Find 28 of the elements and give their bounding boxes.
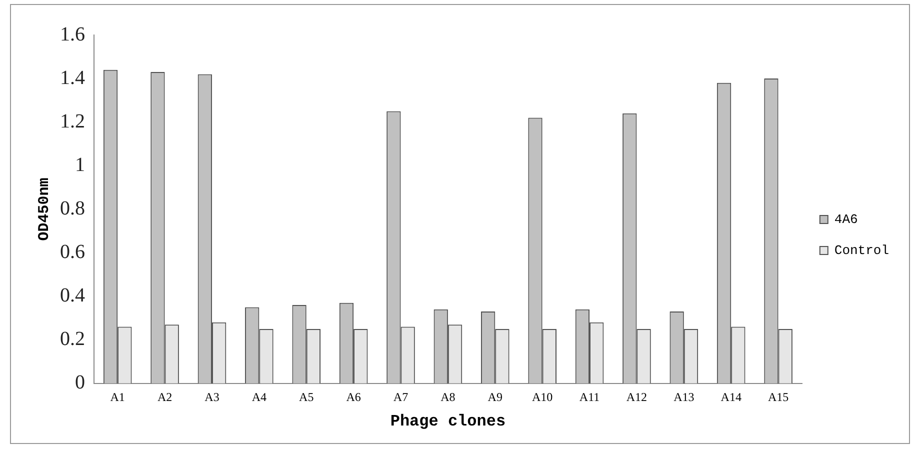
x-tick-label: A15: [768, 390, 789, 404]
y-tick-label: 0.4: [60, 284, 85, 307]
x-tick-label: A2: [157, 390, 172, 404]
x-tick-label: A11: [579, 390, 600, 404]
x-tick-label: A13: [674, 390, 694, 404]
legend-label: 4A6: [834, 212, 858, 227]
x-tick-label: A7: [393, 390, 408, 404]
x-tick-label: A5: [299, 390, 314, 404]
x-tick-label: A9: [488, 390, 502, 404]
y-tick-label: 0.8: [60, 197, 85, 220]
x-tick-label: A4: [252, 390, 267, 404]
legend-label: Control: [834, 242, 890, 258]
x-tick-label: A3: [204, 390, 220, 404]
y-tick-label: 1.6: [60, 23, 85, 46]
x-tick-label: A12: [626, 390, 648, 404]
y-tick-label: 1: [75, 154, 85, 176]
x-tick-label: A6: [346, 390, 361, 404]
x-tick-label: A8: [440, 390, 456, 404]
x-tick-label: A1: [110, 390, 125, 404]
y-tick-label: 0.6: [60, 241, 85, 263]
x-axis-title: Phage clones: [390, 412, 506, 430]
x-tick-label: A14: [720, 390, 742, 404]
y-tick-label: 1.2: [60, 110, 85, 132]
y-tick-label: 0.2: [60, 328, 85, 350]
x-tick-label: A10: [532, 390, 553, 404]
y-tick-label: 0: [75, 372, 85, 394]
y-tick-label: 1.4: [60, 66, 85, 89]
y-axis-title: OD450nm: [36, 178, 53, 241]
